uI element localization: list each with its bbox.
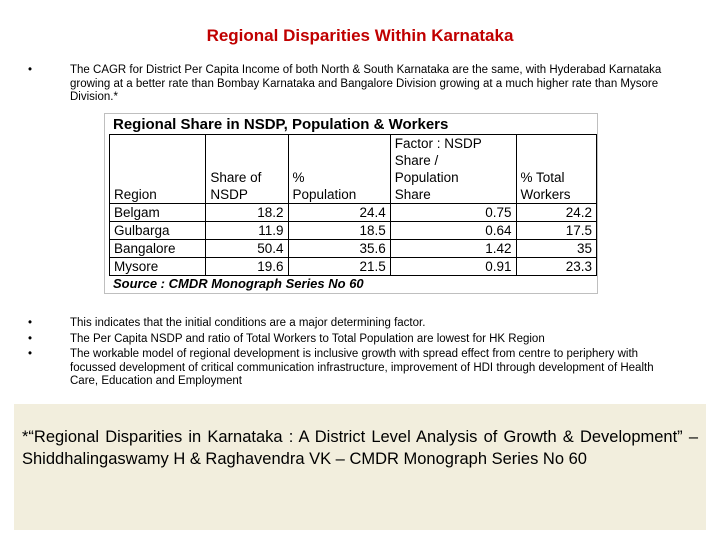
- cell-population: 24.4: [287, 203, 391, 222]
- cell-nsdp: 18.2: [205, 203, 289, 222]
- table-row: Bangalore 50.4 35.6 1.42 35: [108, 239, 597, 258]
- cell-population: 18.5: [287, 221, 391, 240]
- bullet-text: The Per Capita NSDP and ratio of Total W…: [70, 332, 545, 345]
- header-cell: [108, 134, 207, 152]
- cell-population: 21.5: [287, 257, 391, 276]
- header-cell: [205, 152, 289, 169]
- header-cell: [108, 169, 207, 186]
- cell-population: 35.6: [287, 239, 391, 258]
- bullet-text: The CAGR for District Per Capita Income …: [70, 64, 662, 103]
- cell-nsdp: 19.6: [205, 257, 289, 276]
- cell-region: Gulbarga: [108, 221, 207, 240]
- header-factor: Population: [389, 169, 517, 186]
- reference-box: *“Regional Disparities in Karnataka : A …: [14, 404, 706, 530]
- cell-workers: 35: [515, 239, 597, 258]
- header-region: Region: [108, 186, 207, 204]
- cell-factor: 0.91: [389, 257, 517, 276]
- cell-workers: 24.2: [515, 203, 597, 222]
- cell-region: Belgam: [108, 203, 207, 222]
- bullet-item: • This indicates that the initial condit…: [28, 317, 668, 331]
- header-factor: Share /: [389, 152, 517, 169]
- bullet-text: The workable model of regional developme…: [70, 348, 654, 387]
- table-header-row: Share /: [108, 152, 597, 169]
- header-nsdp: Share of: [205, 169, 289, 186]
- header-cell: [205, 134, 289, 152]
- bottom-bullet-list: • This indicates that the initial condit…: [28, 317, 668, 391]
- header-factor: Factor : NSDP: [389, 134, 517, 152]
- header-population: Population: [287, 186, 391, 204]
- table-header-row: Share of % Population % Total: [108, 169, 597, 186]
- cell-workers: 17.5: [515, 221, 597, 240]
- header-population: %: [287, 169, 391, 186]
- cell-factor: 1.42: [389, 239, 517, 258]
- slide-title: Regional Disparities Within Karnataka: [206, 26, 514, 45]
- bullet-text: This indicates that the initial conditio…: [70, 317, 426, 329]
- table-row: Mysore 19.6 21.5 0.91 23.3: [108, 257, 597, 276]
- table-source: Source : CMDR Monograph Series No 60: [113, 276, 364, 291]
- bullet-marker: •: [28, 64, 33, 76]
- bullet-item: • The CAGR for District Per Capita Incom…: [28, 64, 668, 105]
- table-header-row: Region NSDP Population Share Workers: [108, 186, 597, 204]
- reference-text: *“Regional Disparities in Karnataka : A …: [22, 428, 698, 468]
- data-table: Factor : NSDP Share / Share of % Populat…: [108, 134, 597, 276]
- header-workers: % Total: [515, 169, 597, 186]
- bullet-marker: •: [28, 317, 33, 329]
- cell-nsdp: 50.4: [205, 239, 289, 258]
- bullet-item: • The workable model of regional develop…: [28, 348, 668, 389]
- header-cell: [287, 152, 391, 169]
- bullet-marker: •: [28, 332, 33, 345]
- table-image: Regional Share in NSDP, Population & Wor…: [104, 113, 598, 294]
- cell-factor: 0.75: [389, 203, 517, 222]
- header-cell: [515, 152, 597, 169]
- header-cell: [108, 152, 207, 169]
- table-title: Regional Share in NSDP, Population & Wor…: [113, 116, 449, 133]
- header-factor: Share: [389, 186, 517, 204]
- cell-workers: 23.3: [515, 257, 597, 276]
- cell-region: Mysore: [108, 257, 207, 276]
- bullet-item: • The Per Capita NSDP and ratio of Total…: [28, 333, 668, 347]
- table-row: Gulbarga 11.9 18.5 0.64 17.5: [108, 221, 597, 240]
- header-workers: Workers: [515, 186, 597, 204]
- table-row: Belgam 18.2 24.4 0.75 24.2: [108, 203, 597, 222]
- cell-region: Bangalore: [108, 239, 207, 258]
- cell-nsdp: 11.9: [205, 221, 289, 240]
- cell-factor: 0.64: [389, 221, 517, 240]
- header-nsdp: NSDP: [205, 186, 289, 204]
- bullet-marker: •: [28, 348, 33, 360]
- header-cell: [515, 134, 597, 152]
- header-cell: [287, 134, 391, 152]
- table-header-row: Factor : NSDP: [108, 134, 597, 152]
- top-bullet-list: • The CAGR for District Per Capita Incom…: [28, 64, 668, 105]
